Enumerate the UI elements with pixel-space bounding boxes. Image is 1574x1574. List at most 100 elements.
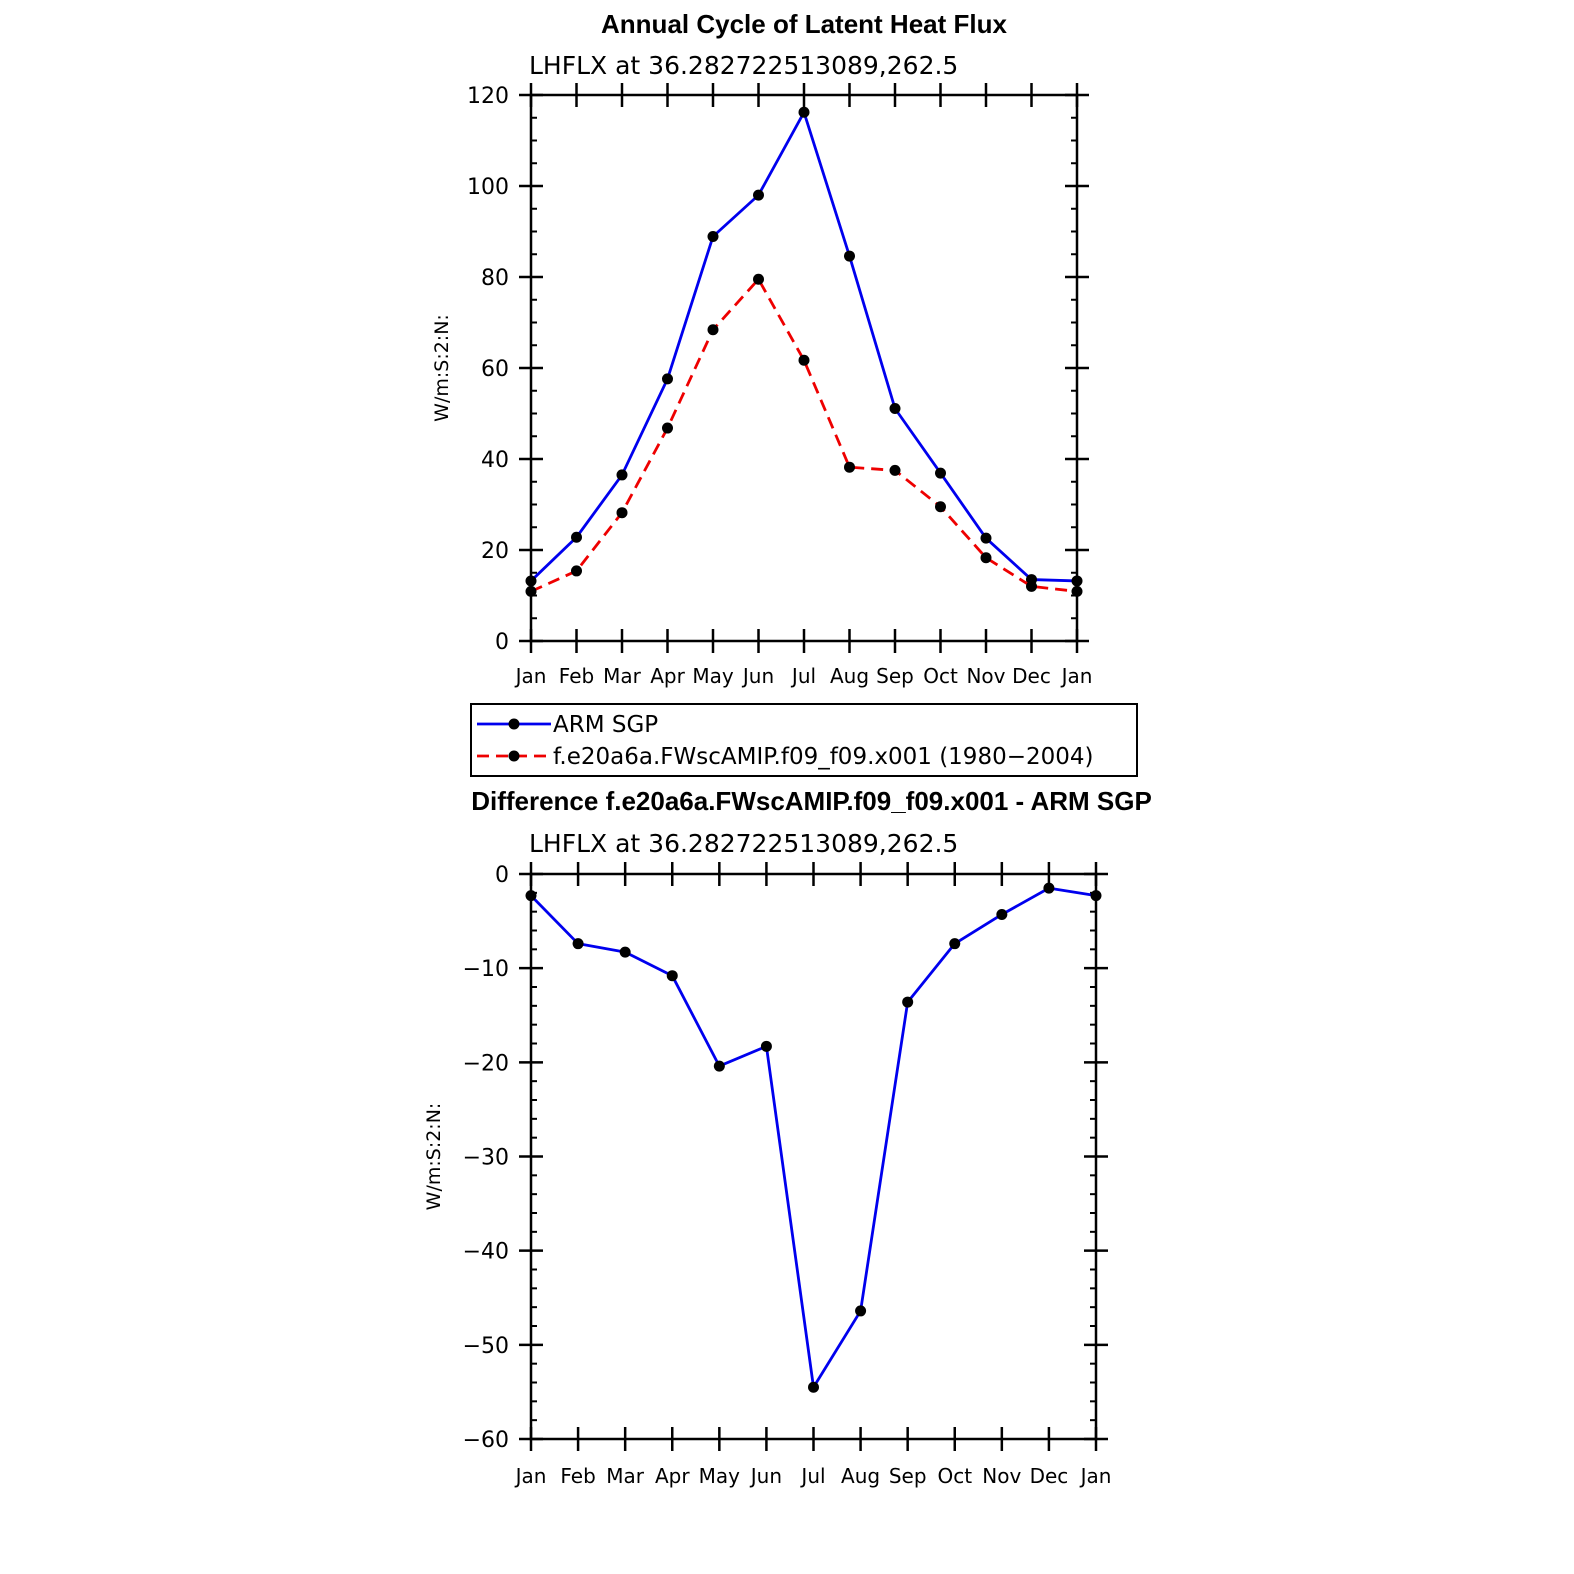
data-point bbox=[753, 273, 764, 285]
data-point bbox=[980, 552, 992, 564]
data-point bbox=[798, 106, 810, 118]
data-point bbox=[935, 467, 946, 479]
x-tick-label: Sep bbox=[876, 664, 914, 688]
y-tick-label: 60 bbox=[481, 357, 509, 382]
x-tick-label: Aug bbox=[841, 1464, 880, 1488]
y-axis-label: W/m:S:2:N: bbox=[423, 1103, 445, 1211]
data-point bbox=[525, 585, 537, 597]
legend-entry: f.e20a6a.FWscAMIP.f09_f09.x001 (1980−200… bbox=[553, 744, 1094, 770]
legend-box bbox=[470, 703, 1138, 777]
data-point bbox=[662, 373, 673, 385]
data-point bbox=[616, 507, 628, 519]
legend: ARM SGP f.e20a6a.FWscAMIP.f09_f09.x001 (1… bbox=[470, 703, 1138, 777]
x-tick-label: Sep bbox=[889, 1464, 927, 1488]
x-tick-label: Aug bbox=[830, 664, 869, 688]
data-point bbox=[571, 531, 582, 543]
data-point bbox=[753, 189, 764, 201]
x-tick-label: Jun bbox=[749, 1464, 782, 1488]
series-difference bbox=[525, 882, 1102, 1393]
data-point bbox=[980, 532, 992, 544]
data-point bbox=[1071, 575, 1083, 587]
x-tick-label: Oct bbox=[937, 1464, 972, 1488]
x-tick-label: Mar bbox=[603, 664, 642, 688]
y-tick-label: 100 bbox=[467, 175, 509, 200]
y-axis-label: W/m:S:2:N: bbox=[431, 314, 453, 422]
data-point bbox=[616, 469, 628, 481]
data-point bbox=[713, 1060, 725, 1072]
x-tick-label: Jul bbox=[799, 1464, 825, 1488]
x-tick-label: Apr bbox=[655, 1464, 690, 1488]
data-point bbox=[619, 946, 631, 958]
data-point bbox=[996, 908, 1008, 920]
x-tick-label: Oct bbox=[923, 664, 958, 688]
plot-frame bbox=[529, 93, 1079, 643]
y-tick-label: −50 bbox=[463, 1334, 509, 1359]
legend-marker bbox=[508, 718, 520, 730]
x-tick-label: May bbox=[699, 1464, 741, 1488]
x-tick-label: Feb bbox=[560, 1464, 595, 1488]
y-tick-label: 40 bbox=[481, 448, 509, 473]
data-point bbox=[844, 250, 855, 262]
data-point bbox=[1071, 585, 1083, 597]
y-tick-label: 80 bbox=[481, 266, 509, 291]
chart-subtitle: LHFLX at 36.282722513089,262.5 bbox=[529, 51, 958, 80]
data-point bbox=[666, 970, 678, 982]
data-point bbox=[707, 231, 719, 243]
y-tick-label: −20 bbox=[463, 1051, 509, 1076]
data-point bbox=[525, 575, 537, 587]
legend-entry: ARM SGP bbox=[553, 712, 658, 738]
x-tick-label: Jun bbox=[741, 664, 774, 688]
x-tick-label: Apr bbox=[650, 664, 685, 688]
x-tick-label: Jan bbox=[514, 1464, 547, 1488]
x-tick-label: Dec bbox=[1030, 1464, 1069, 1488]
data-point bbox=[855, 1305, 867, 1317]
data-point bbox=[1090, 890, 1102, 902]
data-point bbox=[572, 938, 584, 950]
x-tick-label: Jan bbox=[1079, 1464, 1112, 1488]
y-tick-label: 0 bbox=[495, 863, 509, 888]
data-point bbox=[808, 1381, 819, 1393]
data-point bbox=[798, 354, 810, 366]
x-tick-label: Nov bbox=[966, 664, 1005, 688]
difference-chart: Difference f.e20a6a.FWscAMIP.f09_f09.x00… bbox=[423, 786, 1152, 1488]
annual-cycle-chart: Annual Cycle of Latent Heat Flux LHFLX at… bbox=[431, 9, 1138, 777]
data-point bbox=[1043, 882, 1055, 894]
data-point bbox=[935, 501, 946, 513]
chart-subtitle: LHFLX at 36.282722513089,262.5 bbox=[529, 829, 958, 858]
data-point bbox=[889, 402, 901, 414]
legend-marker bbox=[508, 750, 520, 762]
x-tick-label: Dec bbox=[1012, 664, 1051, 688]
series-model bbox=[525, 273, 1083, 597]
data-point bbox=[1026, 580, 1037, 592]
chart-title: Annual Cycle of Latent Heat Flux bbox=[601, 9, 1007, 39]
data-point bbox=[571, 565, 582, 577]
data-point bbox=[902, 996, 914, 1008]
y-tick-label: −60 bbox=[463, 1428, 509, 1453]
series-line bbox=[530, 110, 1078, 583]
x-tick-label: Nov bbox=[982, 1464, 1021, 1488]
x-tick-label: Mar bbox=[606, 1464, 645, 1488]
y-tick-label: −40 bbox=[463, 1240, 509, 1265]
x-tick-label: Feb bbox=[559, 664, 594, 688]
data-point bbox=[525, 890, 537, 902]
series-line bbox=[530, 886, 1097, 1389]
data-point bbox=[844, 461, 855, 473]
data-point bbox=[707, 324, 719, 336]
y-tick-label: −10 bbox=[463, 957, 509, 982]
y-tick-label: 0 bbox=[495, 630, 509, 655]
data-point bbox=[760, 1040, 772, 1052]
y-tick-label: 120 bbox=[467, 84, 509, 109]
plot-frame bbox=[529, 872, 1098, 1441]
data-point bbox=[949, 938, 961, 950]
chart-title: Difference f.e20a6a.FWscAMIP.f09_f09.x00… bbox=[471, 786, 1152, 816]
data-point bbox=[889, 464, 901, 476]
x-tick-label: Jan bbox=[1060, 664, 1093, 688]
y-tick-label: 20 bbox=[481, 539, 509, 564]
x-tick-label: Jan bbox=[514, 664, 547, 688]
x-tick-label: May bbox=[692, 664, 734, 688]
series-arm-sgp bbox=[525, 106, 1083, 587]
data-point bbox=[662, 422, 673, 434]
x-tick-label: Jul bbox=[790, 664, 816, 688]
y-tick-label: −30 bbox=[463, 1146, 509, 1171]
